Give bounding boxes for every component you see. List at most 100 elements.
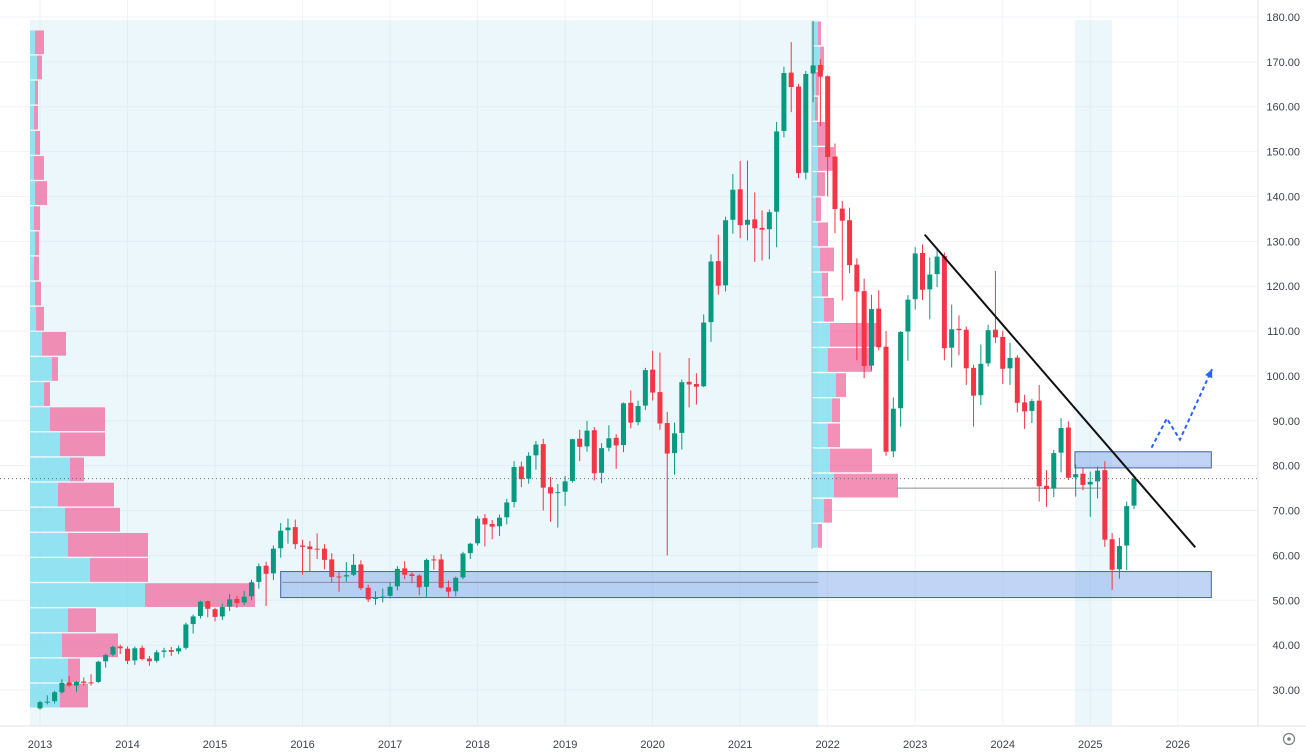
candle bbox=[854, 258, 860, 361]
candle bbox=[752, 192, 758, 262]
volume-profile-buy-bar bbox=[812, 197, 817, 222]
candle bbox=[467, 542, 473, 559]
support-zone-box[interactable] bbox=[1074, 451, 1212, 469]
volume-profile-buy-bar bbox=[30, 532, 69, 557]
volume-profile-sell-bar bbox=[34, 256, 40, 281]
candle bbox=[482, 514, 488, 547]
candle bbox=[839, 200, 845, 301]
candle bbox=[715, 234, 721, 295]
year-tick-label: 2016 bbox=[290, 739, 314, 751]
candle bbox=[125, 646, 131, 664]
volume-profile-buy-bar bbox=[812, 222, 819, 247]
candle bbox=[66, 676, 72, 687]
candle bbox=[606, 425, 612, 452]
candle bbox=[132, 646, 138, 665]
candle bbox=[708, 254, 714, 342]
candle bbox=[1065, 421, 1071, 481]
volume-profile-buy-bar bbox=[30, 55, 38, 80]
volume-profile-buy-bar bbox=[812, 498, 825, 523]
time-axis[interactable]: 2013 2014 2015 2016 2017 2018 2019 2020 2021 2022… bbox=[0, 725, 1306, 754]
candle bbox=[912, 247, 918, 310]
volume-profile-sell-bar bbox=[817, 121, 826, 146]
price-axis[interactable]: 180.00 170.00 160.00 150.00 140.00 130.00 120.… bbox=[1257, 0, 1306, 754]
candle bbox=[613, 434, 619, 469]
candle bbox=[1087, 471, 1093, 517]
candle bbox=[730, 174, 736, 234]
candle bbox=[460, 551, 466, 580]
volume-profile-sell-bar bbox=[35, 80, 39, 105]
candle bbox=[409, 571, 415, 584]
candle bbox=[234, 595, 240, 608]
volume-profile-buy-bar bbox=[30, 156, 35, 180]
volume-profile-sell-bar bbox=[70, 457, 85, 482]
candle bbox=[796, 83, 802, 179]
projection-arrowhead bbox=[1205, 369, 1213, 379]
pane-settings-icon[interactable] bbox=[1282, 732, 1296, 746]
volume-profile-sell-bar bbox=[35, 231, 40, 256]
candle bbox=[227, 593, 233, 612]
candle bbox=[635, 400, 641, 426]
price-tick-label: 50.00 bbox=[1272, 595, 1300, 607]
volume-profile-sell-bar bbox=[34, 105, 39, 130]
volume-profile-sell-bar bbox=[832, 398, 841, 423]
candle bbox=[504, 498, 510, 525]
volume-profile-sell-bar bbox=[830, 448, 873, 473]
candle bbox=[263, 561, 269, 607]
candle bbox=[533, 440, 539, 470]
candle bbox=[95, 660, 101, 683]
candle bbox=[300, 539, 306, 575]
candle bbox=[416, 574, 422, 596]
candle bbox=[205, 600, 211, 618]
volume-profile-sell-bar bbox=[34, 206, 41, 231]
volume-profile-sell-bar bbox=[818, 222, 829, 247]
projection-arrow[interactable] bbox=[1150, 368, 1213, 449]
price-tick-label: 170.00 bbox=[1266, 57, 1300, 69]
year-tick-label: 2013 bbox=[28, 739, 52, 751]
price-tick-label: 130.00 bbox=[1266, 236, 1300, 248]
candle bbox=[358, 560, 364, 590]
candle bbox=[817, 59, 823, 127]
candle bbox=[489, 519, 495, 540]
volume-profile-buy-bar bbox=[812, 96, 816, 121]
price-tick-label: 30.00 bbox=[1272, 685, 1300, 697]
support-zone-box[interactable] bbox=[280, 571, 1212, 599]
candle bbox=[883, 331, 889, 456]
volume-profiles bbox=[30, 21, 899, 708]
candle bbox=[139, 645, 145, 661]
volume-profile-buy-bar bbox=[812, 398, 833, 423]
volume-profile-sell-bar bbox=[35, 130, 41, 155]
candle bbox=[219, 603, 225, 621]
candle bbox=[774, 121, 780, 248]
candle bbox=[496, 514, 502, 537]
range-highlight bbox=[1074, 20, 1113, 726]
candle bbox=[1095, 466, 1101, 499]
candle bbox=[292, 519, 298, 550]
candle bbox=[1124, 501, 1130, 571]
candle bbox=[387, 582, 393, 599]
candle bbox=[1029, 398, 1035, 424]
candle bbox=[868, 294, 874, 371]
candle bbox=[672, 422, 678, 475]
candle bbox=[168, 646, 174, 656]
volume-profile-sell-bar bbox=[815, 96, 819, 121]
candle bbox=[599, 443, 605, 484]
candle bbox=[701, 314, 707, 388]
candle bbox=[190, 614, 196, 634]
volume-profile-sell-bar bbox=[816, 197, 822, 222]
volume-profile-sell-bar bbox=[820, 247, 835, 272]
volume-profile-buy-bar bbox=[812, 272, 823, 297]
candle bbox=[744, 160, 750, 241]
volume-profile-sell-bar bbox=[822, 272, 829, 297]
volume-profile-buy-bar bbox=[812, 423, 829, 448]
trendline[interactable] bbox=[923, 233, 1197, 548]
candle bbox=[431, 555, 437, 570]
volume-profile-sell-bar bbox=[35, 181, 48, 205]
volume-profile-sell-bar bbox=[44, 382, 51, 406]
volume-profile-sell-bar bbox=[50, 407, 106, 432]
candle bbox=[949, 304, 955, 368]
volume-profile-buy-bar bbox=[30, 558, 91, 582]
candle bbox=[555, 484, 561, 528]
candle bbox=[285, 518, 291, 544]
